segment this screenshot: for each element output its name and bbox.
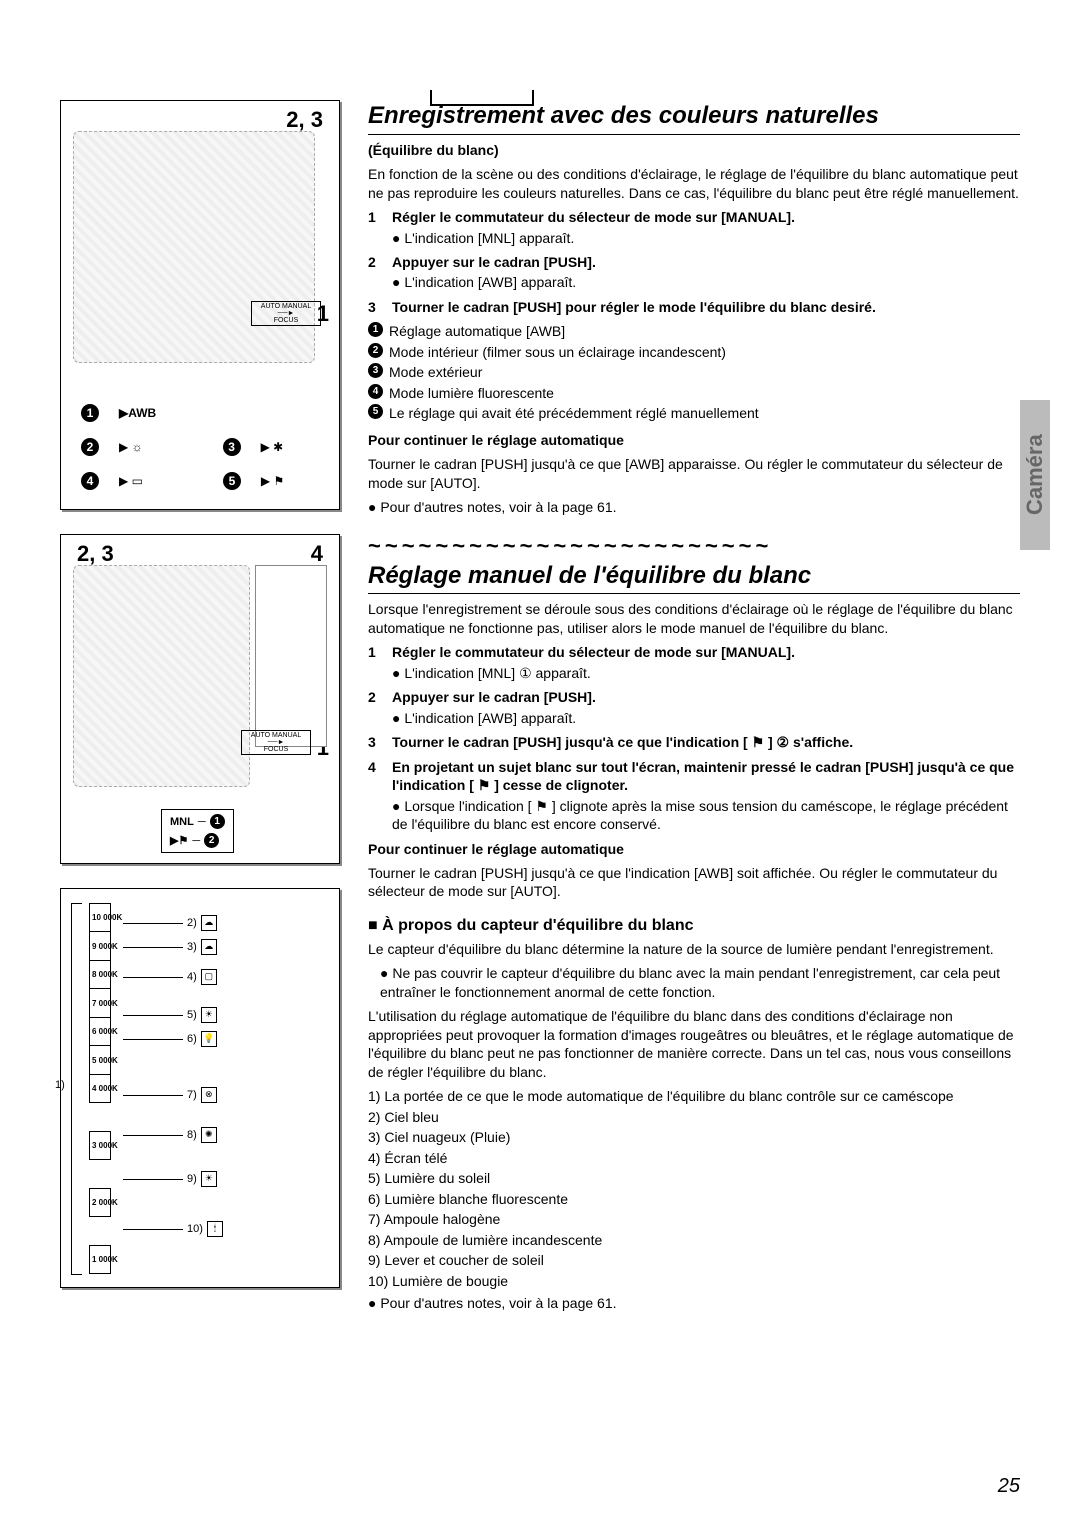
section3-warning: ● Ne pas couvrir le capteur d'équilibre … bbox=[368, 964, 1020, 1001]
header-bracket bbox=[430, 90, 534, 106]
ct-item: 2)☁ bbox=[123, 915, 217, 931]
ref-2: 2 bbox=[204, 833, 219, 848]
section2-intro: Lorsque l'enregistrement se déroule sous… bbox=[368, 600, 1020, 637]
light-item: 1) La portée de ce que le mode automatiq… bbox=[368, 1087, 1020, 1105]
light-item: 10) Lumière de bougie bbox=[368, 1272, 1020, 1290]
section1-footnote: ● Pour d'autres notes, voir à la page 61… bbox=[368, 498, 1020, 516]
ct-item: 3)☁ bbox=[123, 939, 217, 955]
indoor-icon: ▶ ☼ bbox=[119, 440, 143, 454]
ct-range-bracket bbox=[71, 903, 82, 1275]
separator-tilde: ~~~~~~~~~~~~~~~~~~~~~~~~ bbox=[368, 531, 1020, 560]
ct-item: 10)🕯 bbox=[123, 1221, 223, 1237]
figures-column: 2, 3 1 AUTO MANUAL──►FOCUS 1 ▶AWB 2 ▶ ☼ bbox=[60, 100, 340, 1318]
ct-item: 7)⊗ bbox=[123, 1087, 217, 1103]
ct-item: 4)▢ bbox=[123, 969, 217, 985]
section3-p1: Le capteur d'équilibre du blanc détermin… bbox=[368, 940, 1020, 958]
ct-item: 5)☀ bbox=[123, 1007, 217, 1023]
section1-continue-body: Tourner le cadran [PUSH] jusqu'à ce que … bbox=[368, 455, 1020, 492]
awb-label: ▶AWB bbox=[119, 406, 156, 420]
fig2-step-4: 4 bbox=[311, 541, 323, 567]
light-source-list: 1) La portée de ce que le mode automatiq… bbox=[368, 1087, 1020, 1290]
fig1-step-23: 2, 3 bbox=[286, 107, 323, 133]
side-tab-camera: Caméra bbox=[1020, 400, 1050, 550]
light-item: 4) Écran télé bbox=[368, 1149, 1020, 1167]
figure-2: 2, 3 4 1 AUTO MANUAL──►FOCUS MNL─1 ▶⚑─2 bbox=[60, 534, 340, 864]
white-card-icon bbox=[255, 565, 327, 747]
mode-ref-2: 2 bbox=[81, 438, 99, 456]
section1-continue-head: Pour continuer le réglage automatique bbox=[368, 431, 1020, 449]
section2-continue-head: Pour continuer le réglage automatique bbox=[368, 840, 1020, 858]
awb-mode-grid: 1 ▶AWB 2 ▶ ☼ 3 ▶ ✱ 4 ▶ ▭ 5 bbox=[81, 396, 311, 498]
section3-p3: L'utilisation du réglage automatique de … bbox=[368, 1007, 1020, 1081]
fluorescent-icon: ▶ ▭ bbox=[119, 474, 143, 488]
ct-bracket-label: 1) bbox=[55, 1079, 65, 1091]
mode-descriptions: 1Réglage automatique [AWB] 2Mode intérie… bbox=[368, 322, 1020, 422]
mnl-indicator-box: MNL─1 ▶⚑─2 bbox=[161, 809, 234, 853]
ct-item: 6)💡 bbox=[123, 1031, 217, 1047]
manual-wb-icon: ▶ ⚑ bbox=[261, 474, 284, 488]
section2-title: Réglage manuel de l'équilibre du blanc bbox=[368, 560, 1020, 595]
figure-1: 2, 3 1 AUTO MANUAL──►FOCUS 1 ▶AWB 2 ▶ ☼ bbox=[60, 100, 340, 510]
section2-continue-body: Tourner le cadran [PUSH] jusqu'à ce que … bbox=[368, 864, 1020, 901]
fig2-step-23: 2, 3 bbox=[77, 541, 114, 567]
section1-subhead: (Équilibre du blanc) bbox=[368, 141, 1020, 159]
ct-item: 8)✺ bbox=[123, 1127, 217, 1143]
light-item: 6) Lumière blanche fluorescente bbox=[368, 1190, 1020, 1208]
mode-ref-1: 1 bbox=[81, 404, 99, 422]
camera-illustration bbox=[73, 131, 315, 363]
section3-title: À propos du capteur d'équilibre du blanc bbox=[368, 915, 1020, 936]
outdoor-icon: ▶ ✱ bbox=[261, 440, 284, 454]
page-number: 25 bbox=[998, 1475, 1020, 1498]
light-item: 5) Lumière du soleil bbox=[368, 1169, 1020, 1187]
light-item: 9) Lever et coucher de soleil bbox=[368, 1251, 1020, 1269]
light-item: 2) Ciel bleu bbox=[368, 1108, 1020, 1126]
light-item: 3) Ciel nuageux (Pluie) bbox=[368, 1128, 1020, 1146]
mode-ref-5: 5 bbox=[223, 472, 241, 490]
figure-3-color-temp: 1) 10 000K 9 000K 8 000K 7 000K 6 000K 5… bbox=[60, 888, 340, 1288]
section1-steps: Régler le commutateur du sélecteur de mo… bbox=[368, 208, 1020, 316]
mode-slider-icon: AUTO MANUAL──►FOCUS bbox=[251, 301, 321, 326]
mode-ref-3: 3 bbox=[223, 438, 241, 456]
mode-slider-icon-2: AUTO MANUAL──►FOCUS bbox=[241, 730, 311, 755]
ref-1: 1 bbox=[210, 814, 225, 829]
text-column: Enregistrement avec des couleurs naturel… bbox=[368, 100, 1020, 1318]
light-item: 8) Ampoule de lumière incandescente bbox=[368, 1231, 1020, 1249]
mode-ref-4: 4 bbox=[81, 472, 99, 490]
section1-intro: En fonction de la scène ou des condition… bbox=[368, 165, 1020, 202]
light-item: 7) Ampoule halogène bbox=[368, 1210, 1020, 1228]
section3-footnote: ● Pour d'autres notes, voir à la page 61… bbox=[368, 1294, 1020, 1312]
ct-item: 9)☀ bbox=[123, 1171, 217, 1187]
section2-steps: Régler le commutateur du sélecteur de mo… bbox=[368, 643, 1020, 833]
kelvin-scale: 10 000K 9 000K 8 000K 7 000K 6 000K 5 00… bbox=[89, 903, 111, 1273]
camera-illustration-2 bbox=[73, 565, 250, 787]
